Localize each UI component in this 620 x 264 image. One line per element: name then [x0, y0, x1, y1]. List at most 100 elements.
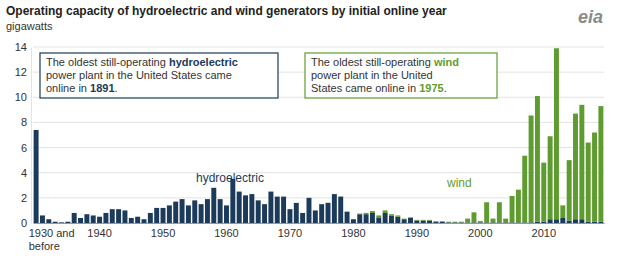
annotation: The oldest still-operating windpower pla…: [305, 53, 497, 98]
tick: 2000: [468, 223, 492, 239]
annotation-text: The oldest still-operating: [46, 56, 169, 68]
bar: [541, 222, 546, 223]
bar: [142, 219, 147, 223]
subtitle: gigawatts: [6, 20, 53, 32]
grid-line: [33, 47, 604, 48]
tick: 1970: [278, 223, 302, 239]
bar: [34, 130, 39, 223]
bar: [230, 179, 235, 223]
bar: [579, 219, 584, 223]
bar: [554, 219, 559, 223]
bar: [249, 194, 254, 223]
chart: Operating capacity of hydroelectric and …: [0, 0, 620, 264]
bar: [503, 219, 508, 223]
tick-label: 2010: [532, 227, 556, 239]
bar: [548, 219, 553, 223]
bar: [395, 217, 400, 223]
tick-label: 1960: [214, 227, 238, 239]
bar: [402, 218, 407, 220]
bar: [510, 196, 515, 222]
bar: [167, 205, 172, 223]
bar: [459, 222, 464, 223]
bar: [294, 203, 299, 223]
bar: [180, 199, 185, 223]
series-label: wind: [446, 176, 472, 190]
annotation-text: 1975: [419, 82, 443, 94]
bar: [103, 213, 108, 223]
tick-label: 2000: [468, 227, 492, 239]
bar: [560, 218, 565, 223]
bar: [97, 217, 102, 223]
bar: [173, 202, 178, 223]
tick: 1960: [214, 223, 238, 239]
bar: [40, 215, 45, 223]
bar: [516, 190, 521, 223]
bar: [471, 212, 476, 222]
bar: [59, 222, 64, 223]
bar: [440, 222, 445, 223]
bar: [579, 105, 584, 219]
annotation-line: power plant in the United States came: [46, 69, 232, 81]
bar: [376, 218, 381, 223]
bar: [46, 219, 51, 223]
tick: 1950: [151, 223, 175, 239]
bar: [554, 48, 559, 219]
bar: [192, 200, 197, 223]
tick-label: 0: [21, 217, 27, 229]
annotation-text: States came online in: [311, 82, 419, 94]
bar: [586, 222, 591, 223]
bar: [122, 210, 127, 223]
bar: [186, 205, 191, 223]
bar: [484, 202, 489, 222]
annotation-line: online in 1891.: [46, 82, 118, 94]
bar: [345, 212, 350, 223]
bar: [65, 222, 70, 223]
bar: [560, 205, 565, 218]
bar: [332, 193, 337, 194]
bar: [433, 221, 438, 223]
tick-label: 14: [15, 41, 27, 53]
bar: [452, 221, 457, 223]
annotation-line: power plant in the United: [311, 69, 433, 81]
bar: [440, 221, 445, 223]
bar: [205, 199, 210, 223]
tick-label: 1930 andbefore: [29, 227, 75, 252]
bar: [408, 218, 413, 223]
tick: 12: [15, 66, 31, 78]
tick-label: 1980: [341, 227, 365, 239]
bar: [370, 211, 375, 213]
bar: [414, 220, 419, 223]
bar: [573, 114, 578, 220]
bar: [395, 215, 400, 216]
tick-label: 8: [21, 116, 27, 128]
tick: 14: [15, 41, 31, 53]
bars: [34, 48, 604, 223]
grid-line: [33, 147, 604, 148]
tick: 6: [21, 142, 31, 154]
bar: [154, 208, 159, 223]
bar: [427, 219, 432, 221]
tick-label: 1990: [405, 227, 429, 239]
bar: [237, 192, 242, 223]
y-axis: 02468101214: [15, 41, 32, 229]
bar: [224, 205, 229, 223]
annotation-text: hydroelectric: [169, 56, 238, 68]
bar: [383, 213, 388, 223]
annotation-text: power plant in the United: [311, 69, 433, 81]
bar: [592, 132, 597, 221]
bar: [161, 208, 166, 223]
bar: [427, 220, 432, 223]
annotation-text: .: [115, 82, 118, 94]
bar: [541, 163, 546, 222]
annotation-text: The oldest still-operating: [311, 56, 434, 68]
bar: [345, 211, 350, 212]
bar: [376, 215, 381, 218]
bar: [598, 106, 603, 222]
bar: [313, 210, 318, 223]
bar: [281, 197, 286, 223]
grid-line: [33, 172, 604, 173]
series-bars: [34, 130, 604, 223]
bar: [364, 214, 369, 223]
bar: [586, 143, 591, 222]
tick-label: 1940: [87, 227, 111, 239]
